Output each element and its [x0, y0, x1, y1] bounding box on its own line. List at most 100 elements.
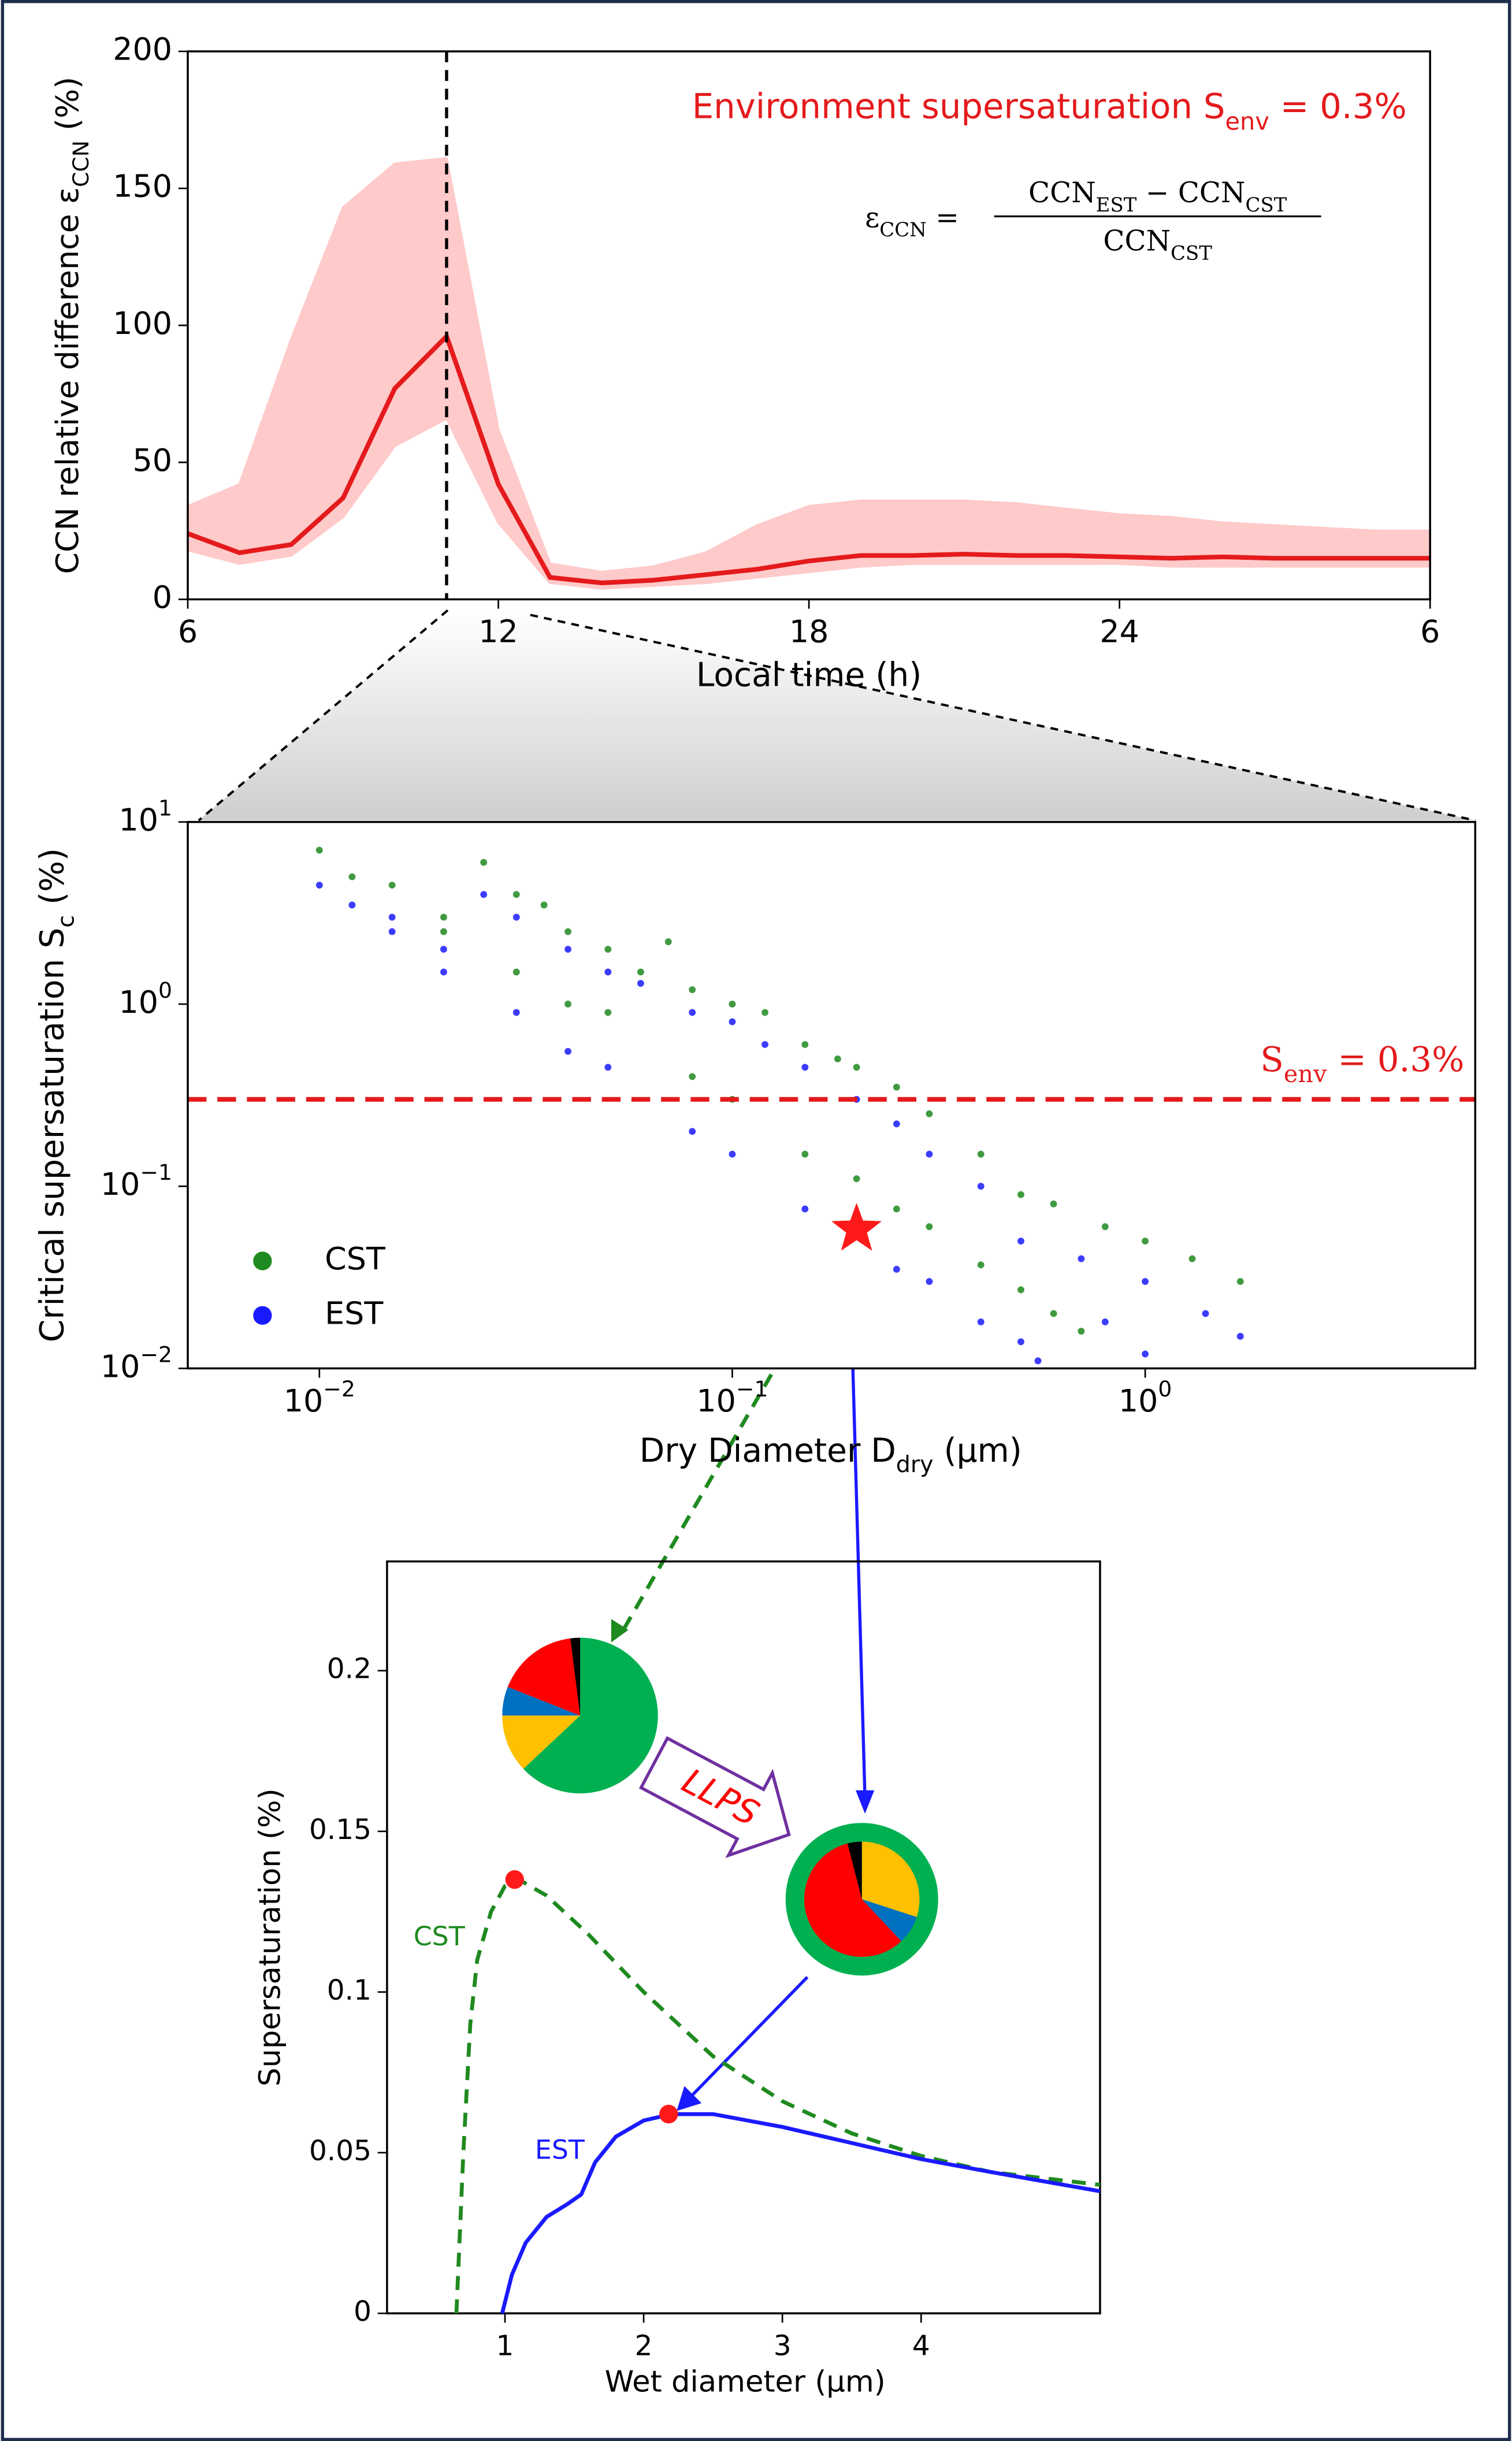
- tick-label: 10−2: [101, 1342, 172, 1384]
- y-axis-label: Supersaturation (%): [253, 1788, 288, 2086]
- point: [801, 1041, 809, 1048]
- point: [480, 859, 488, 866]
- tick-label: 10−2: [284, 1376, 355, 1418]
- point: [512, 968, 520, 976]
- tick-exponent: 0: [158, 977, 172, 1002]
- tick-label: 2: [635, 2329, 653, 2362]
- tick-label: 101: [118, 795, 172, 838]
- point: [1017, 1238, 1024, 1245]
- point: [440, 968, 447, 976]
- pie-slice: [847, 1841, 862, 1900]
- text-part: ε: [865, 201, 879, 233]
- arrow-head: [677, 2086, 702, 2111]
- point: [388, 928, 396, 935]
- point: [893, 1266, 900, 1273]
- point: [480, 891, 488, 898]
- subscript: CST: [1171, 242, 1212, 265]
- tick-exponent: 0: [1158, 1376, 1172, 1401]
- point: [512, 891, 520, 898]
- subscript: dry: [896, 1451, 934, 1477]
- point: [1202, 1310, 1209, 1317]
- tick-base: 10: [101, 1166, 140, 1202]
- point: [564, 928, 571, 935]
- point: [564, 1047, 571, 1055]
- point: [1142, 1238, 1149, 1245]
- point: [1101, 1318, 1109, 1325]
- tick-base: 10: [696, 1382, 736, 1418]
- line: [187, 332, 1431, 585]
- point: [834, 1055, 841, 1062]
- point: [604, 968, 612, 976]
- point: [440, 946, 447, 953]
- highlight-star: [831, 1202, 882, 1251]
- y-axis-label: CCN relative difference εCCN (%): [49, 77, 94, 574]
- subscript: c: [53, 915, 79, 928]
- tick-label: 6: [1420, 613, 1440, 649]
- text-part: = 0.3%: [1269, 87, 1407, 127]
- point: [977, 1318, 985, 1325]
- pie-slice: [502, 1686, 581, 1716]
- y-axis-label: Critical supersaturation Sc (%): [33, 848, 79, 1342]
- point: [1050, 1200, 1057, 1208]
- pie-slice: [502, 1715, 581, 1769]
- point: [1078, 1255, 1085, 1262]
- point: [348, 873, 356, 880]
- tick-base: 10: [118, 984, 158, 1020]
- point: [1236, 1278, 1244, 1285]
- tick-label: 100: [118, 977, 172, 1020]
- point: [801, 1064, 809, 1071]
- point: [689, 1073, 696, 1080]
- text-part: =: [927, 201, 959, 233]
- point: [1034, 1357, 1042, 1365]
- point: [1017, 1286, 1024, 1294]
- point: [893, 1083, 900, 1091]
- point: [926, 1150, 933, 1158]
- curve: [500, 2112, 1101, 2314]
- llps-arrow: LLPS: [638, 1736, 791, 1859]
- pie-slice: [861, 1841, 920, 1918]
- tick-exponent: −1: [140, 1160, 172, 1185]
- tick-label: 4: [912, 2329, 930, 2362]
- point: [926, 1278, 933, 1285]
- critical-point: [505, 1870, 524, 1889]
- tick-label: 150: [113, 168, 172, 205]
- point: [348, 901, 356, 909]
- tick-label: 3: [774, 2329, 792, 2362]
- point: [512, 1009, 520, 1016]
- point: [604, 1064, 612, 1071]
- arrow-head: [611, 1619, 629, 1643]
- tick-base: 10: [101, 1348, 140, 1384]
- plot-frame: [386, 1560, 1101, 2314]
- point: [689, 1009, 696, 1016]
- point: [977, 1150, 985, 1158]
- legend-label: CST: [325, 1240, 386, 1277]
- point: [926, 1110, 933, 1117]
- tick-label: 0.05: [309, 2135, 372, 2167]
- pie-slice: [523, 1637, 658, 1794]
- point: [761, 1009, 768, 1016]
- tick-exponent: −1: [736, 1376, 768, 1401]
- legend-label: EST: [325, 1295, 384, 1332]
- tick-label: 0.1: [327, 1974, 372, 2007]
- text-part: = 0.3%: [1327, 1039, 1465, 1079]
- arrow-shape: [638, 1736, 791, 1859]
- subscript: env: [1225, 107, 1269, 135]
- x-axis-label: Wet diameter (µm): [605, 2364, 886, 2399]
- point: [893, 1120, 900, 1128]
- point: [1017, 1338, 1024, 1346]
- tick-label: 0.2: [327, 1653, 372, 1685]
- text-part: Critical supersaturation S: [33, 928, 71, 1343]
- subscript: EST: [1096, 194, 1137, 217]
- point: [729, 1001, 736, 1008]
- text-part: − CCN: [1136, 176, 1245, 209]
- tick-label: 50: [132, 442, 172, 478]
- point: [926, 1223, 933, 1231]
- point: [664, 938, 672, 945]
- point: [853, 1064, 860, 1071]
- point: [761, 1041, 768, 1048]
- point: [853, 1175, 860, 1183]
- point: [388, 882, 396, 889]
- point: [689, 1128, 696, 1135]
- tick-label: 12: [478, 613, 518, 649]
- tick-exponent: 1: [158, 795, 172, 820]
